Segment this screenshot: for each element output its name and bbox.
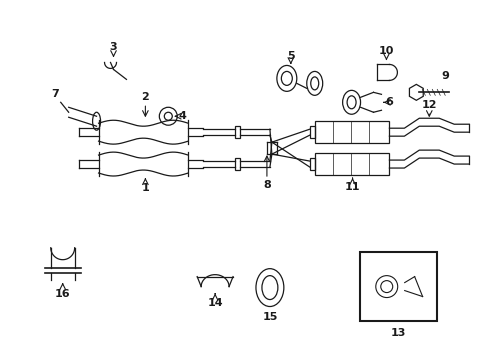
Text: 8: 8	[263, 180, 270, 190]
Text: 15: 15	[262, 312, 277, 323]
Text: 5: 5	[286, 51, 294, 62]
Text: 7: 7	[51, 89, 59, 99]
Text: 16: 16	[55, 289, 70, 298]
Bar	[309, 126, 314, 138]
Text: 10: 10	[378, 45, 393, 55]
Text: 2: 2	[141, 92, 149, 102]
Bar	[359, 252, 436, 321]
Text: 11: 11	[344, 182, 360, 192]
Text: 1: 1	[141, 183, 149, 193]
Text: 4: 4	[178, 111, 186, 121]
Text: 13: 13	[390, 328, 405, 338]
Bar	[314, 153, 388, 175]
Text: 12: 12	[421, 100, 436, 110]
Bar	[314, 121, 388, 143]
Text: 3: 3	[109, 41, 117, 51]
Bar	[235, 158, 240, 170]
Bar	[235, 126, 240, 138]
Text: 6: 6	[385, 97, 392, 107]
Bar	[309, 158, 314, 170]
Text: 9: 9	[440, 71, 448, 81]
Text: 14: 14	[207, 297, 223, 307]
